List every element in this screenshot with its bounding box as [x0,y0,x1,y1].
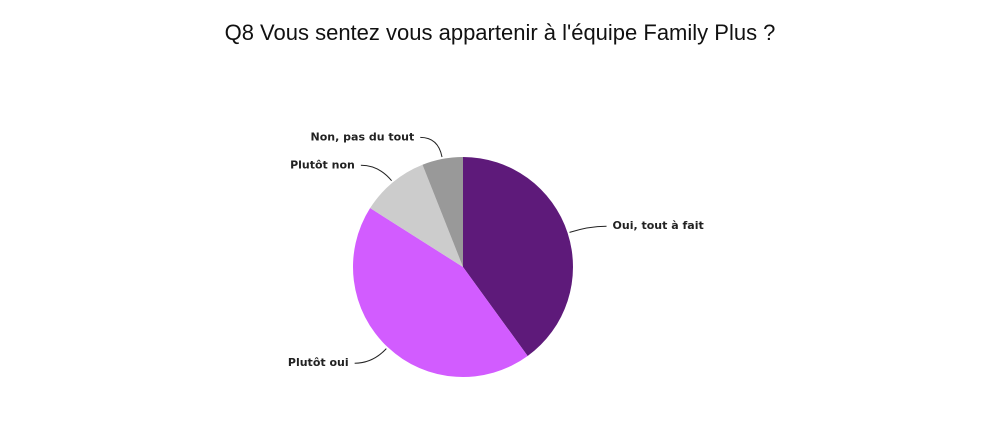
slice-label: Plutôt oui [288,356,349,369]
pie-slice [370,164,463,267]
pie-slice [422,157,463,267]
pie-slice [353,208,528,377]
chart-title: Q8 Vous sentez vous appartenir à l'équip… [225,20,776,45]
slice-label: Plutôt non [290,158,355,171]
leader-line [360,164,392,182]
slice-label: Oui, tout à fait [613,219,704,232]
slice-label: Non, pas du tout [311,130,415,143]
leader-line [354,348,387,364]
pie-slice [463,157,573,356]
leader-line [569,225,607,233]
leader-line [420,136,443,158]
